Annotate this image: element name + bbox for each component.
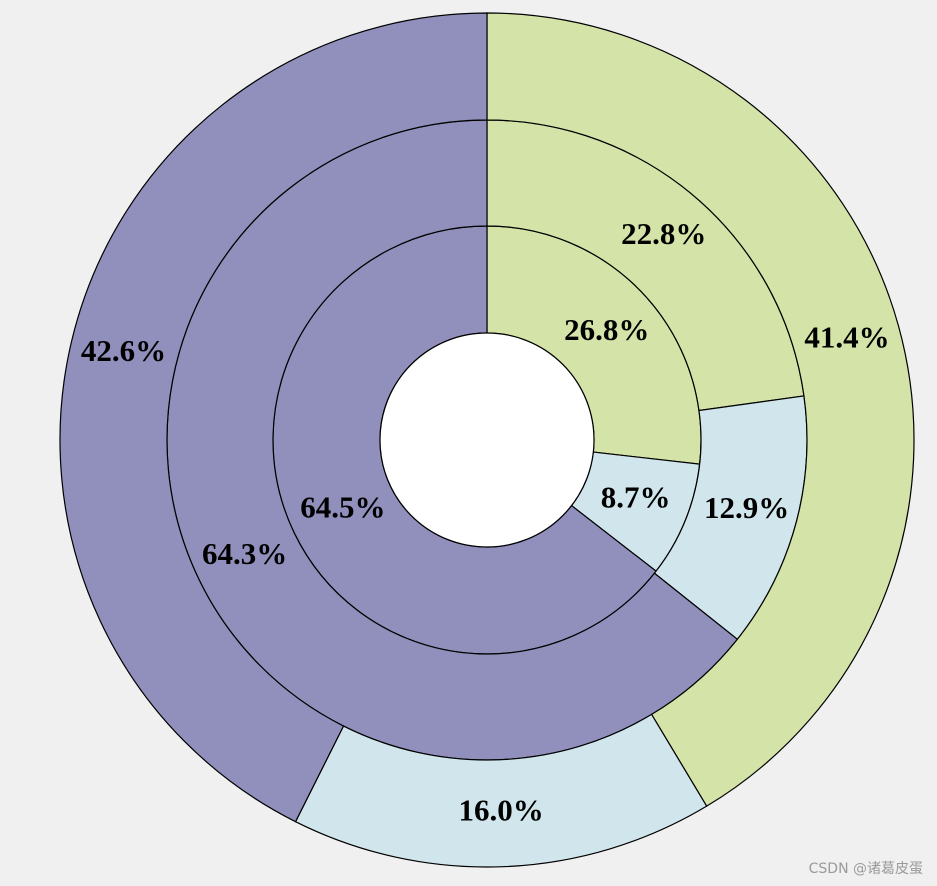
ring-3-slice-purple	[59, 12, 488, 823]
ring-3-label-green: 41.4%	[804, 319, 889, 354]
ring-2-label-purple: 64.3%	[202, 536, 287, 571]
center-hole	[379, 332, 595, 548]
ring-3-label-purple: 42.6%	[81, 333, 166, 368]
ring-3-slice-green	[486, 12, 915, 807]
chart-slices	[59, 12, 915, 868]
ring-1-label-blue: 8.7%	[601, 480, 671, 515]
ring-1-label-purple: 64.5%	[300, 490, 385, 525]
chart-labels: 26.8% 8.7% 64.5% 22.8% 12.9% 64.3% 41.4% 16.0% 4…	[81, 216, 890, 827]
ring-2-label-blue: 12.9%	[704, 490, 789, 525]
ring-1-label-green: 26.8%	[564, 312, 649, 347]
watermark: CSDN @诸葛皮蛋	[808, 861, 923, 877]
ring-3-label-blue: 16.0%	[458, 792, 543, 827]
ring-2-label-green: 22.8%	[621, 216, 706, 251]
